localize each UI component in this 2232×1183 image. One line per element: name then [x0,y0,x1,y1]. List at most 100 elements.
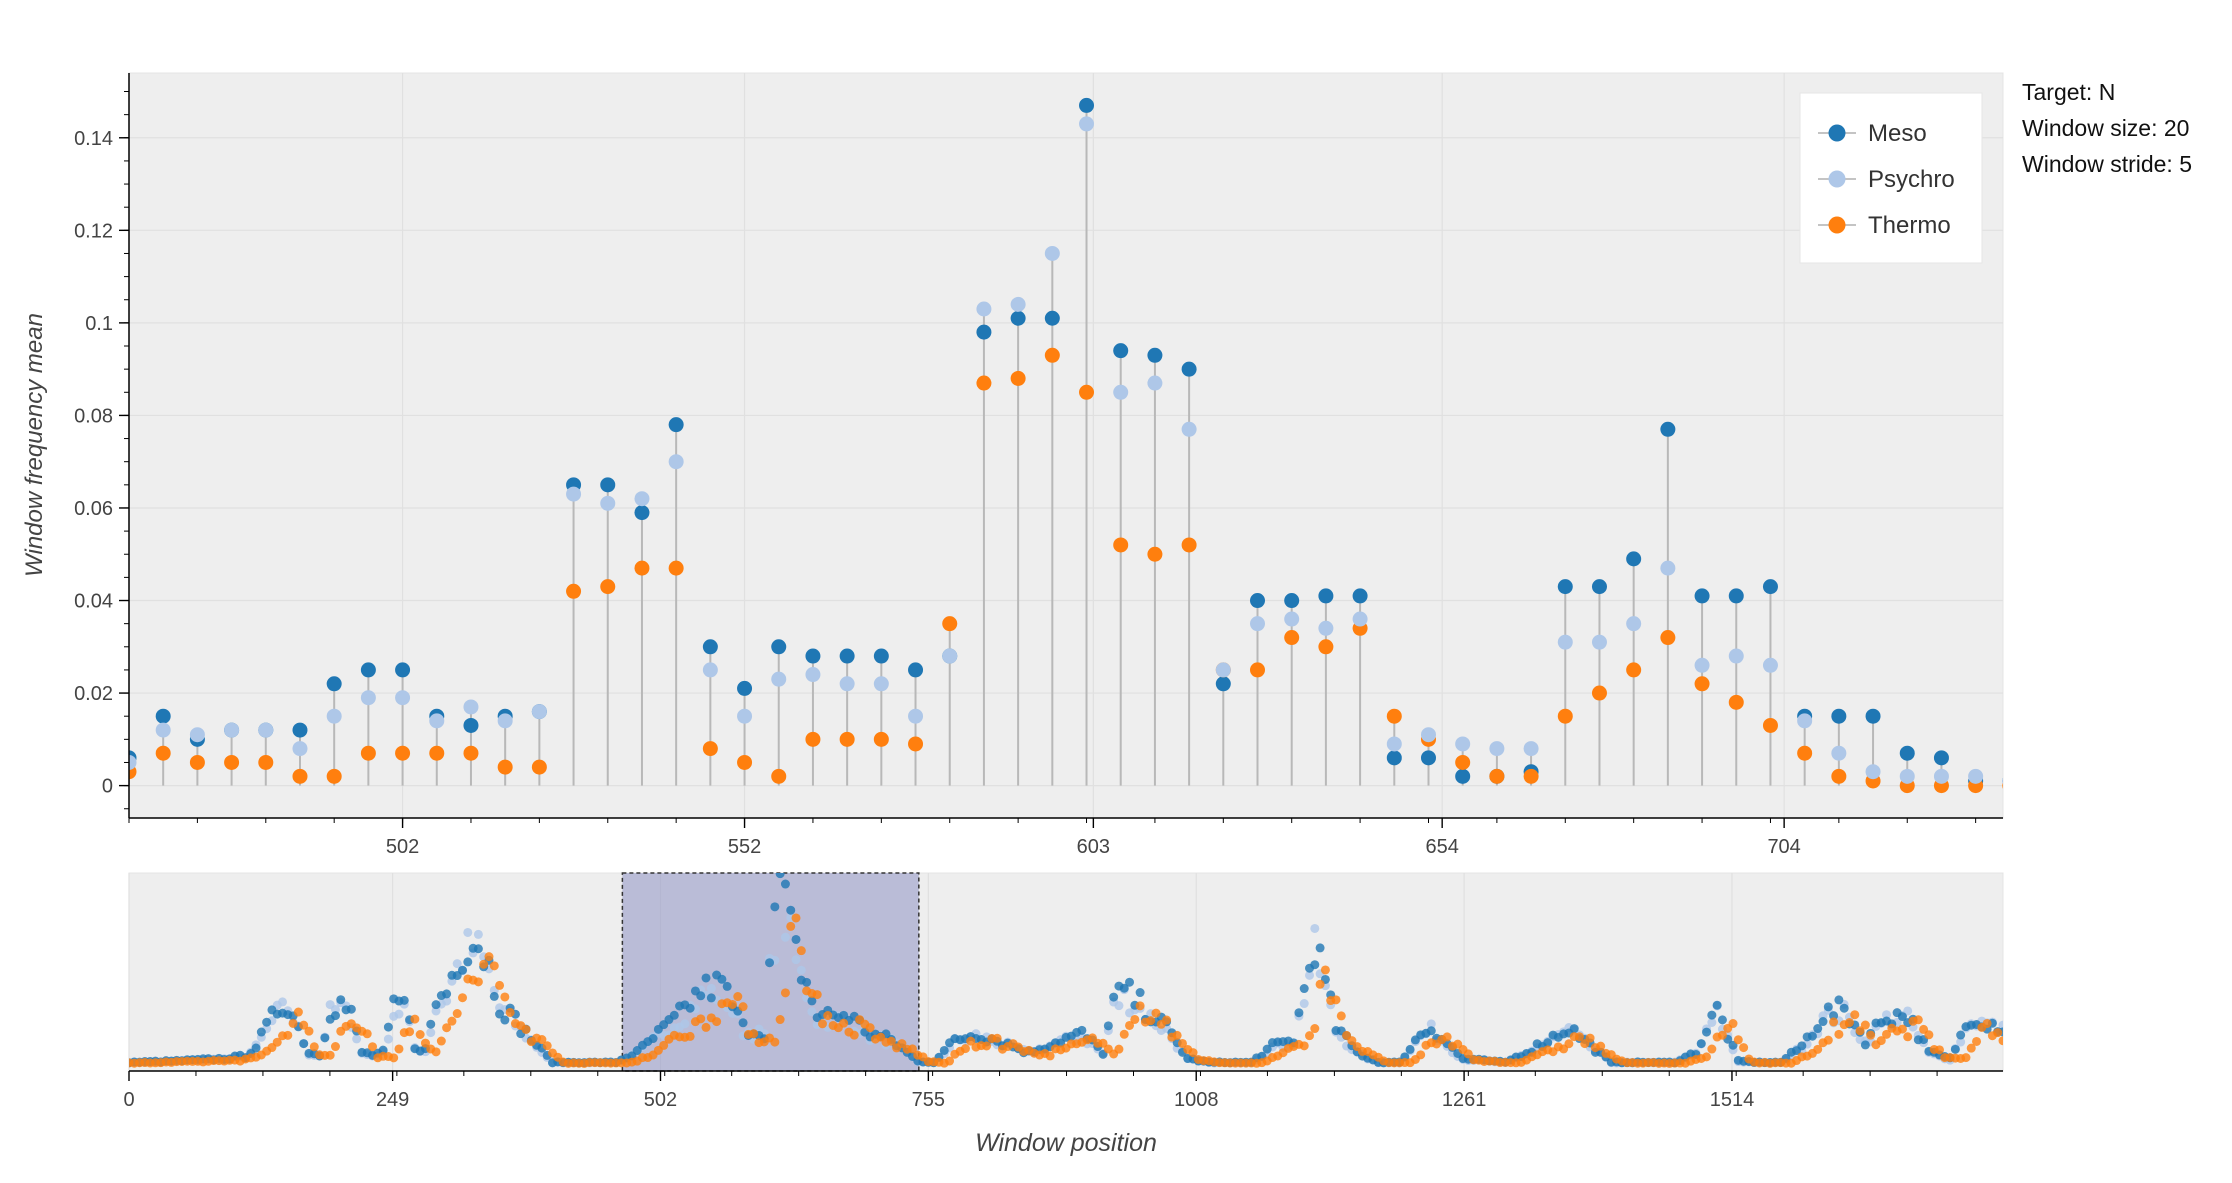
meso-point [600,477,616,493]
thermo-overview-point [1098,1038,1108,1048]
thermo-overview-point [1315,979,1325,989]
psychro-point [1147,375,1163,391]
meso-overview-point [1897,1012,1907,1022]
thermo-overview-point [1463,1049,1473,1059]
thermo-overview-point [1416,1050,1426,1060]
psychro-point [1250,616,1266,632]
meso-point [1044,310,1060,326]
meso-overview-point [458,965,468,975]
meso-point [1557,579,1573,595]
meso-point [326,676,342,692]
thermo-overview-point [1924,1030,1934,1040]
meso-point [1933,750,1949,766]
thermo-overview-point [325,1050,335,1060]
thermo-point [1694,676,1710,692]
psychro-point [395,690,411,706]
y-tick-label: 0.02 [74,683,113,705]
thermo-overview-point [1829,1017,1839,1027]
meso-overview-point [442,989,452,999]
thermo-overview-point [1119,1029,1129,1039]
psychro-overview-point [383,1034,393,1044]
meso-overview-point [1569,1024,1579,1034]
meso-point [702,639,718,655]
meso-point [1865,708,1881,724]
meso-point [1250,593,1266,609]
meso-overview-point [1707,1010,1717,1020]
thermo-overview-point [780,988,790,998]
meso-overview-point [426,1019,436,1029]
thermo-point [1489,768,1505,784]
psychro-overview-point [1310,923,1320,933]
thermo-overview-point [960,1044,970,1054]
meso-point [873,648,889,664]
meso-point [839,648,855,664]
meso-point [292,722,308,738]
psychro-point [224,722,240,738]
thermo-point [224,754,240,770]
x-axis-label: Window position [975,1129,1157,1157]
overview-x-tick-label: 1514 [1710,1089,1755,1111]
thermo-legend-label: Thermo [1868,212,1951,239]
meso-overview-point [1712,1000,1722,1010]
psychro-point [1660,560,1676,576]
window-size-label: Window size: 20 [2022,115,2190,141]
psychro-overview-point [452,959,462,969]
meso-point [1694,588,1710,604]
target-label: Target: N [2022,79,2116,105]
thermo-overview-point [436,1036,446,1046]
thermo-overview-point [1707,1044,1717,1054]
thermo-overview-point [727,999,737,1009]
overview-x-tick-label: 1008 [1174,1089,1219,1111]
meso-point [360,662,376,678]
thermo-overview-point [733,992,743,1002]
psychro-point [497,713,513,729]
thermo-point [395,745,411,761]
thermo-overview-point [1903,1032,1913,1042]
meso-point [1284,593,1300,609]
thermo-overview-point [1866,1030,1876,1040]
meso-overview-point [1135,988,1145,998]
thermo-overview-point [685,1031,695,1041]
thermo-point [155,745,171,761]
thermo-overview-point [442,1023,452,1033]
meso-point [395,662,411,678]
meso-overview-point [1860,1040,1870,1050]
meso-point [1318,588,1334,604]
thermo-overview-point [1564,1039,1574,1049]
meso-overview-point [336,995,346,1005]
thermo-overview-point [791,913,801,923]
thermo-point [1113,537,1129,553]
psychro-overview-point [1114,1001,1124,1011]
meso-point [1762,579,1778,595]
meso-overview-point [1813,1024,1823,1034]
thermo-overview-point [330,1042,340,1052]
meso-overview-point [780,879,790,889]
thermo-point [771,768,787,784]
thermo-point [1284,630,1300,646]
psychro-overview-point [796,965,806,975]
thermo-point [1591,685,1607,701]
thermo-overview-point [775,1015,785,1025]
meso-overview-point [1956,1030,1966,1040]
thermo-overview-point [982,1041,992,1051]
psychro-point [1523,741,1539,757]
thermo-point [1318,639,1334,655]
meso-point [771,639,787,655]
thermo-overview-point [484,952,494,962]
thermo-point [1250,662,1266,678]
thermo-point [1523,768,1539,784]
psychro-point [1284,611,1300,627]
thermo-point [2002,782,2003,789]
thermo-overview-point [1739,1043,1749,1053]
meso-overview-point [299,1039,309,1049]
meso-overview-point [706,993,716,1003]
x-tick-label: 502 [386,836,419,858]
thermo-point [258,754,274,770]
thermo-overview-point [1934,1045,1944,1055]
meso-overview-point [1077,1025,1087,1035]
thermo-point [1147,546,1163,562]
psychro-point [1386,736,1402,752]
thermo-overview-point [945,1056,955,1066]
thermo-overview-point [1913,1015,1923,1025]
thermo-overview-point [1135,1001,1145,1011]
